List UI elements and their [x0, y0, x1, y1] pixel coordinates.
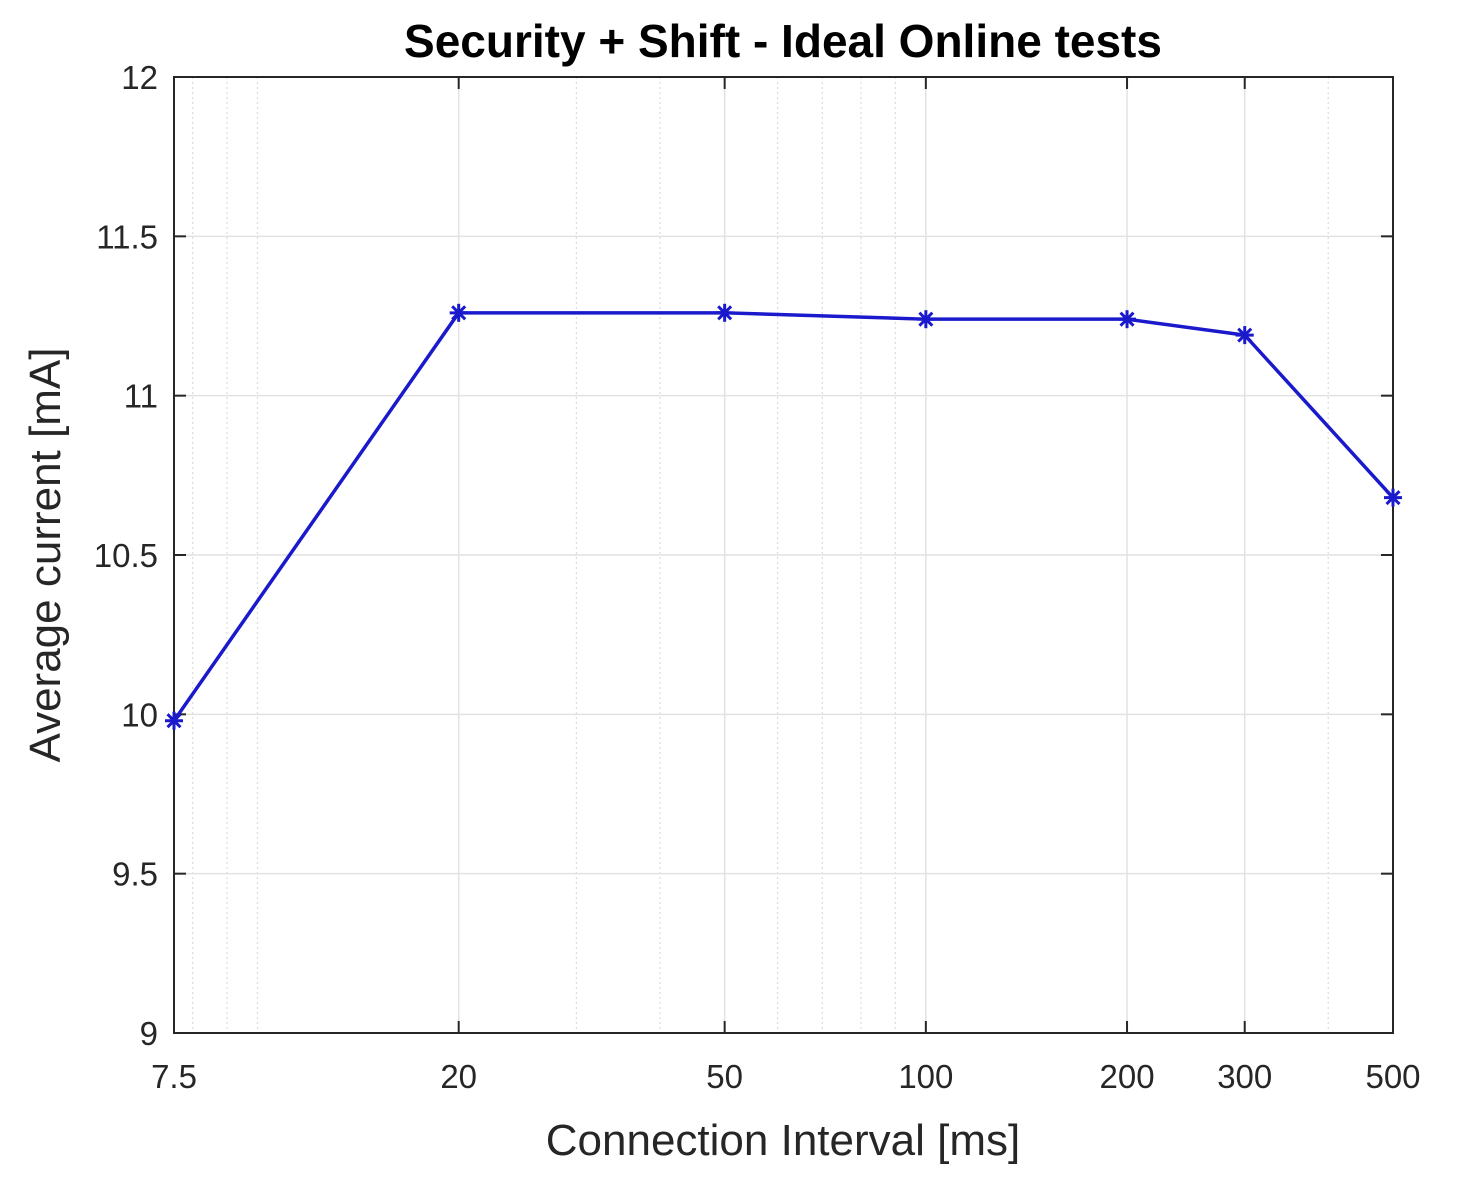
data-point-marker [715, 303, 734, 322]
x-tick-label: 50 [706, 1058, 743, 1095]
x-tick-label: 300 [1217, 1058, 1272, 1095]
data-point-marker [165, 711, 183, 730]
y-tick-label: 11 [124, 378, 158, 415]
series-layer [165, 303, 1402, 730]
x-tick-label: 20 [440, 1058, 477, 1095]
y-tick-label: 10.5 [94, 537, 158, 574]
x-tick-label: 200 [1100, 1058, 1155, 1095]
x-tick-label: 500 [1365, 1058, 1420, 1095]
marker-stroke [717, 305, 733, 321]
x-tick-label: 100 [898, 1058, 953, 1095]
tick-labels: 7.5 20 50 100 200 300 500 9 9.5 10 10.5 11 11.5 12 [94, 59, 1421, 1095]
data-point-marker [449, 303, 468, 322]
x-axis-label: Connection Interval [ms] [546, 1116, 1020, 1165]
y-tick-label: 10 [121, 696, 158, 733]
data-point-marker [1235, 326, 1254, 345]
y-tick-label: 9.5 [112, 856, 158, 893]
data-point-marker [1384, 488, 1402, 507]
marker-stroke [166, 713, 182, 729]
data-point-marker [916, 310, 935, 329]
y-tick-label: 11.5 [96, 218, 158, 255]
marker-stroke [1237, 327, 1253, 343]
y-tick-label: 12 [121, 59, 158, 96]
y-tick-label: 9 [140, 1015, 158, 1052]
marker-stroke [1119, 311, 1135, 327]
y-axis-label: Average current [mA] [21, 348, 70, 763]
data-point-marker [1118, 310, 1137, 329]
marker-stroke [918, 311, 934, 327]
grid [173, 76, 1394, 1034]
marker-stroke [451, 305, 467, 321]
marker-stroke [1385, 490, 1401, 506]
axes [173, 76, 1394, 1034]
x-tick-label: 7.5 [151, 1058, 197, 1095]
chart-title: Security + Shift - Ideal Online tests [404, 15, 1162, 67]
